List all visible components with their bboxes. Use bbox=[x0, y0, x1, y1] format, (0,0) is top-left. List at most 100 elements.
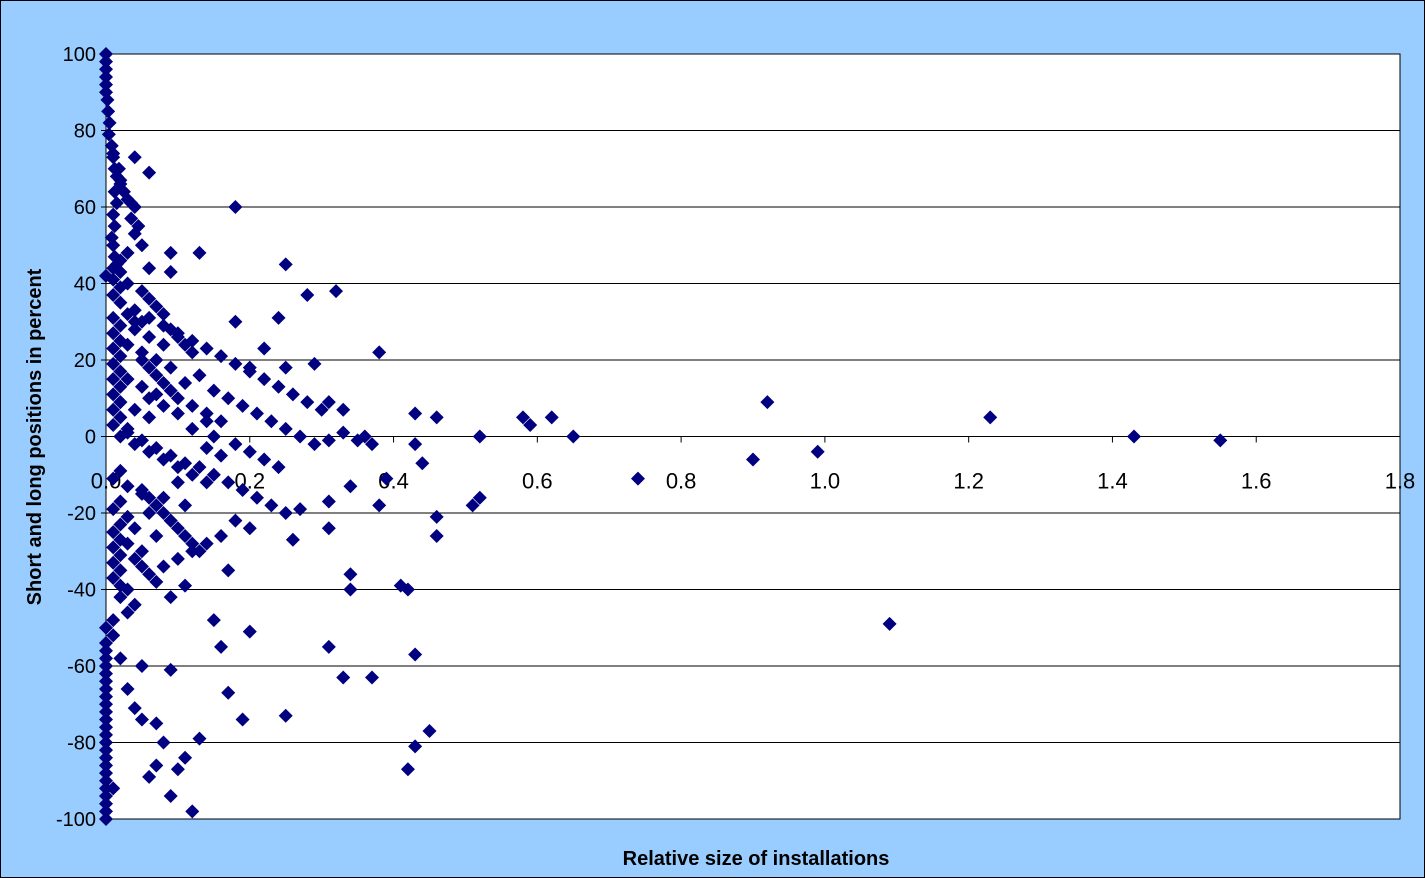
data-point bbox=[278, 708, 293, 723]
data-point bbox=[178, 498, 193, 513]
data-point bbox=[149, 758, 164, 773]
data-point bbox=[199, 536, 214, 551]
data-point bbox=[120, 681, 135, 696]
data-point bbox=[116, 184, 131, 199]
data-point bbox=[364, 670, 379, 685]
data-point bbox=[264, 498, 279, 513]
data-point bbox=[134, 544, 149, 559]
data-point bbox=[163, 360, 178, 375]
x-tick-label: 1.4 bbox=[1097, 469, 1128, 494]
data-point bbox=[106, 310, 121, 325]
data-point bbox=[307, 356, 322, 371]
data-point bbox=[329, 284, 344, 299]
data-point bbox=[134, 486, 149, 501]
data-point bbox=[192, 460, 207, 475]
data-point bbox=[429, 528, 444, 543]
data-point bbox=[113, 364, 128, 379]
data-point bbox=[134, 345, 149, 360]
data-point bbox=[372, 498, 387, 513]
data-point bbox=[134, 238, 149, 253]
data-point bbox=[544, 410, 559, 425]
data-point bbox=[178, 456, 193, 471]
data-point bbox=[185, 333, 200, 348]
y-axis-title: Short and long positions in percent bbox=[24, 268, 46, 605]
data-point bbox=[242, 624, 257, 639]
data-point bbox=[523, 418, 538, 433]
data-point bbox=[120, 425, 135, 440]
data-point bbox=[321, 494, 336, 509]
data-point bbox=[178, 750, 193, 765]
data-point bbox=[1213, 433, 1228, 448]
data-point bbox=[127, 521, 142, 536]
data-point bbox=[156, 559, 171, 574]
data-point bbox=[106, 402, 121, 417]
data-point bbox=[278, 506, 293, 520]
data-point bbox=[242, 364, 257, 379]
data-point bbox=[134, 284, 149, 299]
data-point bbox=[106, 146, 121, 161]
data-point bbox=[163, 265, 178, 280]
data-point bbox=[415, 456, 430, 471]
x-tick-label: 1.2 bbox=[953, 469, 984, 494]
data-point bbox=[107, 249, 122, 264]
data-point bbox=[630, 471, 645, 486]
data-point bbox=[163, 513, 178, 528]
data-point bbox=[149, 353, 164, 367]
data-point bbox=[199, 414, 214, 429]
data-point bbox=[228, 513, 243, 528]
data-point bbox=[149, 528, 164, 543]
data-point bbox=[408, 437, 423, 452]
data-point bbox=[156, 375, 171, 390]
data-point bbox=[134, 379, 149, 394]
data-point bbox=[336, 425, 351, 440]
data-point bbox=[127, 226, 142, 241]
data-point bbox=[120, 372, 135, 387]
data-point bbox=[156, 398, 171, 413]
data-point bbox=[113, 494, 128, 509]
data-point bbox=[99, 750, 113, 765]
data-point bbox=[120, 605, 135, 620]
data-point bbox=[185, 804, 200, 819]
data-point bbox=[192, 544, 207, 559]
data-point bbox=[120, 245, 135, 260]
data-point bbox=[99, 789, 113, 804]
data-point bbox=[109, 196, 124, 211]
data-point bbox=[134, 353, 149, 367]
data-point bbox=[99, 643, 113, 658]
data-point bbox=[408, 739, 423, 754]
x-axis-title: Relative size of installations bbox=[623, 848, 890, 870]
data-point bbox=[278, 257, 293, 272]
data-point bbox=[142, 506, 157, 520]
data-point bbox=[170, 391, 185, 406]
data-point bbox=[170, 551, 185, 566]
data-point bbox=[113, 379, 128, 394]
data-point bbox=[214, 639, 229, 654]
data-point bbox=[113, 578, 128, 593]
data-point bbox=[106, 781, 121, 796]
data-point bbox=[170, 762, 185, 777]
data-point bbox=[221, 685, 236, 700]
data-point bbox=[156, 337, 171, 352]
data-point bbox=[192, 731, 207, 746]
data-point bbox=[113, 463, 128, 478]
y-tick-label: 80 bbox=[74, 121, 96, 143]
data-point bbox=[156, 735, 171, 750]
data-point bbox=[99, 54, 113, 69]
data-point bbox=[99, 651, 113, 666]
data-point bbox=[163, 590, 178, 605]
data-point bbox=[104, 230, 119, 245]
data-point bbox=[99, 689, 113, 704]
data-point bbox=[127, 551, 142, 566]
data-point bbox=[142, 330, 157, 345]
data-point bbox=[99, 697, 113, 712]
data-point bbox=[192, 245, 207, 260]
data-point bbox=[102, 115, 117, 130]
data-point bbox=[170, 521, 185, 536]
data-point bbox=[228, 437, 243, 452]
data-point bbox=[400, 582, 415, 597]
data-point bbox=[214, 349, 229, 364]
data-point bbox=[343, 582, 358, 597]
data-point bbox=[149, 440, 164, 455]
data-point bbox=[185, 536, 200, 551]
